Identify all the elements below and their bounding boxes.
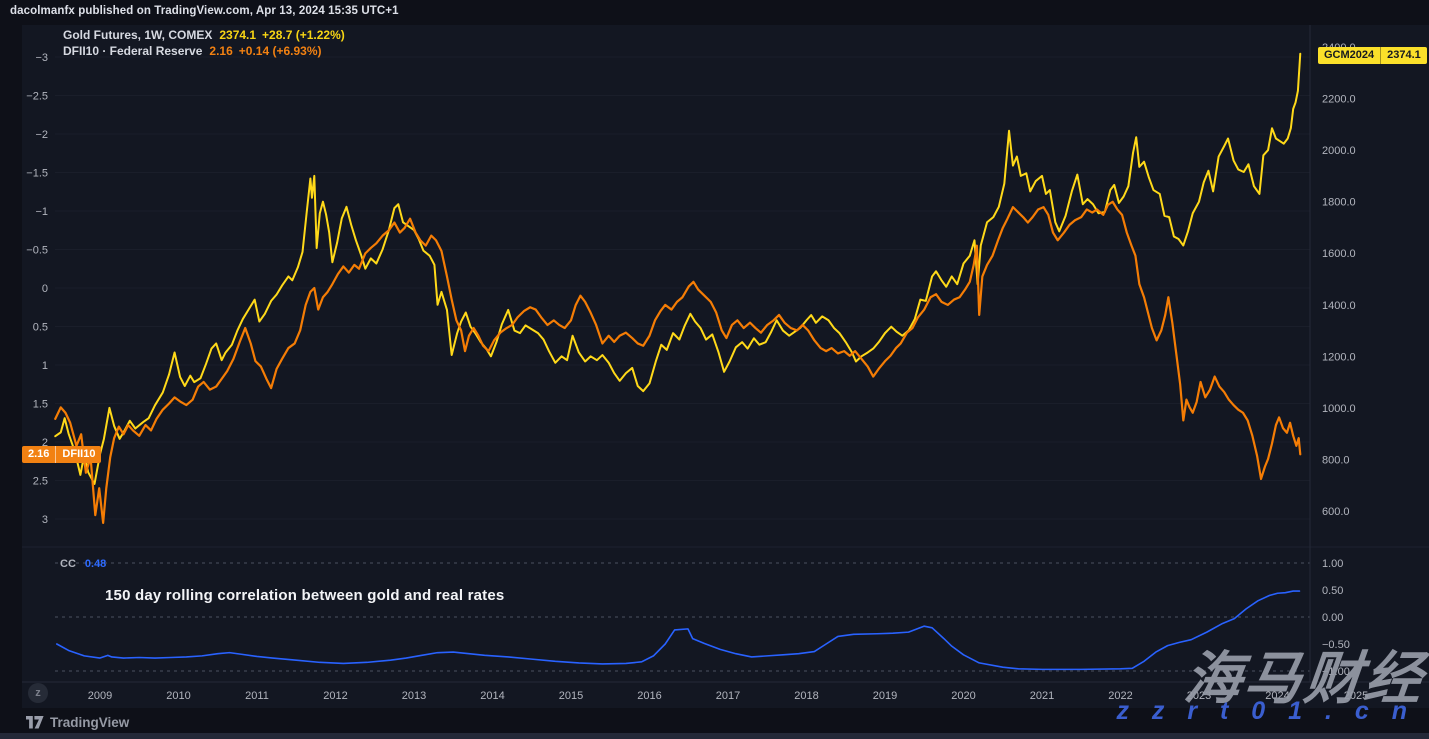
corr-dashed-levels <box>55 562 1310 672</box>
svg-text:600.0: 600.0 <box>1322 506 1350 518</box>
dfii10-price-label-value: 2.16 <box>28 448 50 460</box>
svg-text:−3: −3 <box>35 52 48 64</box>
corr-axis-ticks: 1.00 0.50 0.00 −0.50 −1.00 <box>1322 558 1350 678</box>
svg-text:1: 1 <box>42 360 48 372</box>
svg-text:1.5: 1.5 <box>33 399 48 411</box>
watermark-site-url: z z r t 0 1 . c n <box>1116 697 1415 725</box>
correlation-line <box>56 590 1301 671</box>
publish-info: dacolmanfx published on TradingView.com,… <box>10 5 399 17</box>
gold-price-label-symbol: GCM2024 <box>1324 49 1375 61</box>
svg-text:2.5: 2.5 <box>33 476 48 488</box>
gold-line <box>54 52 1302 485</box>
svg-text:2015: 2015 <box>559 690 583 702</box>
legend-dfii10-name: DFII10 · Federal Reserve <box>63 44 203 58</box>
svg-text:0.5: 0.5 <box>33 322 48 334</box>
correlation-value: 0.48 <box>84 558 107 570</box>
correlation-indicator-name: CC <box>60 558 76 570</box>
legend-gold-change: +28.7 (+1.22%) <box>262 28 345 42</box>
main-grid <box>55 56 1310 520</box>
left-axis-ticks: −3 −2.5 −2 −1.5 −1 −0.5 0 0.5 1 1.5 2 2.5 3 <box>26 52 48 526</box>
svg-text:2025: 2025 <box>1344 690 1368 702</box>
dfii10-line <box>54 200 1302 524</box>
svg-text:0.50: 0.50 <box>1322 585 1343 597</box>
svg-text:2020: 2020 <box>951 690 975 702</box>
tradingview-wordmark: TradingView <box>50 715 130 730</box>
svg-text:1200.0: 1200.0 <box>1322 351 1356 363</box>
svg-text:−2: −2 <box>35 129 48 141</box>
chart-legend: Gold Futures, 1W, COMEX 2374.1 +28.7 (+1.2… <box>63 28 345 60</box>
svg-text:2013: 2013 <box>402 690 426 702</box>
legend-gold-name: Gold Futures, 1W, COMEX <box>63 28 213 42</box>
legend-dfii10-value: 2.16 <box>209 44 233 58</box>
right-axis-ticks: 2400.02200.02000.01800.01600.01400.01200… <box>1322 42 1356 518</box>
footer-strip <box>0 733 1429 739</box>
svg-text:2009: 2009 <box>88 690 112 702</box>
svg-text:2011: 2011 <box>245 690 269 702</box>
svg-text:2022: 2022 <box>1108 690 1132 702</box>
svg-text:2014: 2014 <box>480 690 504 702</box>
tradingview-icon <box>26 716 44 729</box>
legend-gold-value: 2374.1 <box>219 28 257 42</box>
svg-text:2012: 2012 <box>323 690 347 702</box>
svg-text:2018: 2018 <box>794 690 818 702</box>
correlation-legend[interactable]: CC 0.48 <box>60 558 106 570</box>
legend-dfii10-change: +0.14 (+6.93%) <box>238 44 322 58</box>
svg-text:−1: −1 <box>35 206 48 218</box>
time-axis-ticks: 2009 2010 2011 2012 2013 2014 2015 2016 2017 2018… <box>88 690 1368 702</box>
svg-text:2023: 2023 <box>1187 690 1211 702</box>
svg-text:0.00: 0.00 <box>1322 612 1343 624</box>
svg-text:−2.5: −2.5 <box>26 91 48 103</box>
svg-text:3: 3 <box>42 514 48 526</box>
svg-text:2: 2 <box>42 437 48 449</box>
svg-text:2016: 2016 <box>637 690 661 702</box>
svg-text:2019: 2019 <box>873 690 897 702</box>
svg-text:1800.0: 1800.0 <box>1322 197 1356 209</box>
svg-text:−1.00: −1.00 <box>1322 666 1350 678</box>
svg-text:1.00: 1.00 <box>1322 558 1343 570</box>
timezone-button[interactable]: z <box>28 683 48 703</box>
svg-text:−0.50: −0.50 <box>1322 639 1350 651</box>
svg-text:1600.0: 1600.0 <box>1322 248 1356 260</box>
legend-dfii10[interactable]: DFII10 · Federal Reserve 2.16 +0.14 (+6.93… <box>63 44 345 60</box>
svg-text:2021: 2021 <box>1030 690 1054 702</box>
gold-price-label-value: 2374.1 <box>1380 47 1427 64</box>
legend-gold-futures[interactable]: Gold Futures, 1W, COMEX 2374.1 +28.7 (+1.2… <box>63 28 345 44</box>
tradingview-logo-link[interactable]: TradingView <box>26 715 129 730</box>
gold-price-label: GCM2024 2374.1 <box>1318 47 1427 64</box>
svg-text:2200.0: 2200.0 <box>1322 94 1356 106</box>
svg-text:2010: 2010 <box>166 690 190 702</box>
svg-text:2000.0: 2000.0 <box>1322 145 1356 157</box>
svg-text:800.0: 800.0 <box>1322 454 1350 466</box>
svg-text:2017: 2017 <box>716 690 740 702</box>
svg-text:−0.5: −0.5 <box>26 245 48 257</box>
svg-text:0: 0 <box>42 283 48 295</box>
svg-text:−1.5: −1.5 <box>26 168 48 180</box>
dfii10-price-label: 2.16 DFII10 <box>22 446 102 463</box>
svg-text:1000.0: 1000.0 <box>1322 403 1356 415</box>
dfii10-price-label-symbol: DFII10 <box>55 446 101 463</box>
correlation-annotation: 150 day rolling correlation between gold… <box>105 587 505 604</box>
chart-background <box>22 25 1429 708</box>
svg-text:2024: 2024 <box>1265 690 1289 702</box>
svg-text:1400.0: 1400.0 <box>1322 300 1356 312</box>
